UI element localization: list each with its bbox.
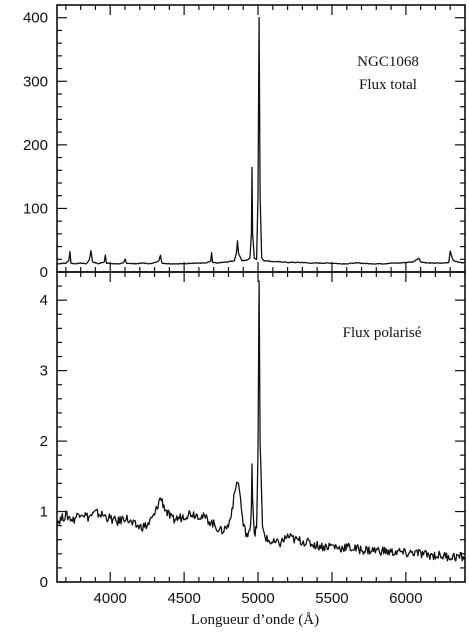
x-axis-label: Longueur d’onde (Å) [191, 612, 319, 628]
spectrum-line-top [56, 16, 466, 265]
panel-flux-total: 0 100 200 300 400 [23, 4, 466, 281]
y-tick-label-bottom: 2 [40, 433, 48, 450]
x-tick-label: 4000 [94, 590, 127, 607]
spectrum-line-bottom [56, 280, 466, 562]
y-tick-label-top: 200 [23, 137, 48, 154]
annotation-object-name: NGC1068 [357, 54, 419, 70]
x-tick-label: 5500 [315, 590, 348, 607]
y-tick-label-top: 0 [40, 264, 48, 281]
plot-frame-bottom [56, 271, 466, 583]
y-tick-label-bottom: 1 [40, 504, 48, 521]
x-tick-label: 6000 [389, 590, 422, 607]
y-tick-label-top: 300 [23, 73, 48, 90]
y-tick-label-top: 400 [23, 10, 48, 27]
panel-flux-polarise: 0 1 2 3 4 4000 4500 5000 5500 6000 [40, 271, 466, 607]
annotation-flux-polarise: Flux polarisé [343, 325, 422, 341]
annotation-flux-total: Flux total [359, 77, 417, 93]
y-tick-label-bottom: 0 [40, 574, 48, 591]
y-tick-label-bottom: 3 [40, 363, 48, 380]
x-tick-label: 5000 [241, 590, 274, 607]
y-tick-label-bottom: 4 [40, 292, 48, 309]
y-tick-label-top: 100 [23, 200, 48, 217]
x-tick-label: 4500 [167, 590, 200, 607]
